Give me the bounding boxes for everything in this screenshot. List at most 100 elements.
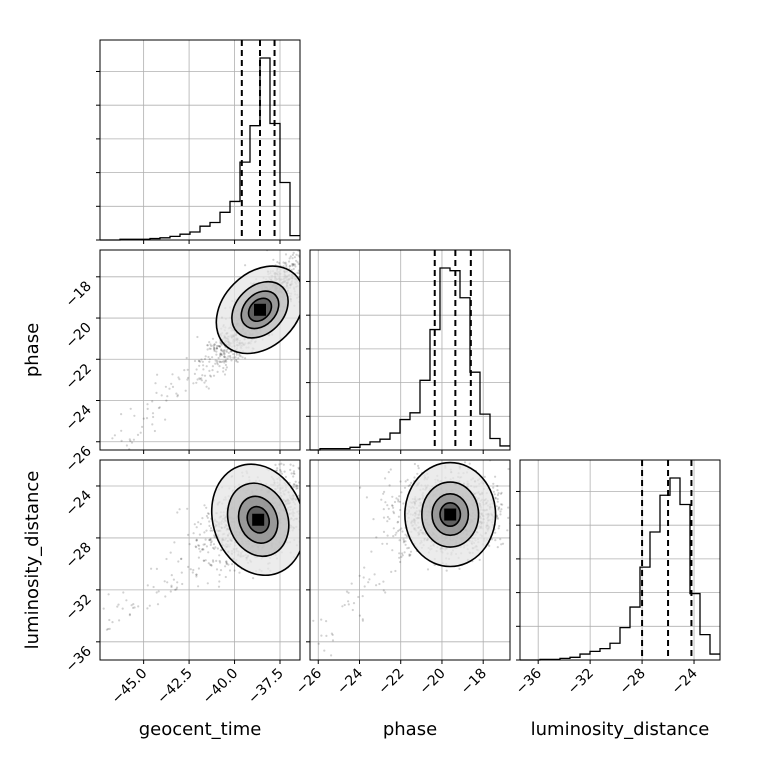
scatter-point — [357, 595, 360, 599]
scatter-point — [218, 353, 222, 356]
scatter-point — [403, 551, 406, 554]
scatter-point — [338, 490, 340, 492]
scatter-point — [492, 482, 495, 485]
scatter-point — [293, 472, 296, 475]
scatter-point — [306, 275, 308, 277]
x-tick-label: −22 — [375, 666, 407, 698]
scatter-point — [170, 585, 173, 589]
scatter-point — [141, 425, 144, 428]
scatter-point — [497, 508, 500, 511]
scatter-point — [391, 504, 394, 507]
scatter-point — [198, 544, 201, 547]
scatter-point — [323, 507, 325, 509]
scatter-point — [397, 520, 400, 523]
scatter-point — [323, 649, 326, 652]
scatter-point — [325, 482, 327, 484]
scatter-point — [208, 360, 211, 363]
scatter-point — [305, 455, 307, 457]
scatter-point — [220, 343, 223, 346]
scatter-point — [191, 571, 194, 574]
scatter-point — [305, 476, 307, 478]
scatter-point — [375, 536, 378, 539]
scatter-point — [320, 618, 323, 621]
scatter-point — [301, 475, 303, 477]
scatter-point — [219, 341, 222, 344]
scatter-point — [381, 542, 384, 545]
scatter-point — [302, 502, 304, 504]
scatter-point — [496, 546, 499, 549]
scatter-point — [304, 276, 306, 278]
scatter-point — [111, 437, 114, 440]
scatter-point — [217, 356, 220, 360]
scatter-point — [233, 569, 236, 572]
scatter-point — [216, 360, 219, 363]
scatter-point — [155, 591, 158, 594]
scatter-point — [397, 515, 400, 518]
scatter-point — [303, 521, 305, 523]
scatter-point — [132, 603, 135, 606]
scatter-point — [289, 255, 292, 258]
scatter-point — [220, 349, 223, 352]
contour-line — [215, 265, 300, 355]
scatter-point — [347, 603, 350, 606]
scatter-point — [199, 522, 202, 526]
scatter-point — [312, 259, 314, 261]
scatter-point — [215, 347, 218, 350]
scatter-point — [291, 253, 294, 256]
scatter-point — [311, 480, 313, 482]
contour-line — [431, 492, 470, 537]
scatter-point — [177, 560, 180, 563]
scatter-point — [493, 493, 496, 496]
scatter-point — [225, 562, 228, 566]
scatter-point — [413, 476, 416, 479]
scatter-point — [531, 520, 533, 522]
hist-bar — [490, 438, 500, 450]
hist-bar — [620, 628, 630, 660]
scatter-point — [300, 245, 302, 247]
scatter-point — [312, 477, 314, 479]
scatter-point — [164, 385, 167, 388]
hist-step-line — [100, 57, 300, 241]
panel-border — [99, 249, 301, 451]
hist-bar — [200, 226, 210, 240]
scatter-point — [120, 429, 123, 432]
scatter-point — [330, 501, 332, 503]
scatter-point — [386, 520, 389, 523]
scatter-point — [146, 584, 149, 587]
scatter-point — [388, 484, 391, 487]
scatter-point — [200, 377, 203, 380]
scatter-point — [199, 378, 202, 381]
scatter-point — [303, 514, 305, 516]
scatter-point — [492, 486, 495, 489]
scatter-point — [305, 628, 307, 630]
scatter-point — [214, 546, 217, 549]
x-tick-label: −40.0 — [200, 666, 242, 708]
hist-bar — [400, 420, 410, 450]
x-tick-label: −37.5 — [245, 666, 287, 708]
scatter-point — [155, 567, 158, 571]
scatter-point — [297, 254, 300, 257]
scatter-point — [295, 487, 298, 490]
scatter-point — [222, 360, 225, 363]
scatter-point — [120, 439, 123, 442]
scatter-point — [372, 518, 375, 521]
scatter-point — [222, 370, 225, 373]
scatter-point — [322, 495, 324, 497]
scatter-point — [513, 489, 515, 491]
scatter-point — [331, 633, 334, 637]
scatter-point — [305, 532, 307, 534]
scatter-point — [202, 368, 205, 371]
scatter-point — [225, 560, 228, 564]
scatter-point — [198, 364, 201, 367]
scatter-point — [406, 478, 409, 481]
scatter-point — [288, 257, 291, 260]
x-axis-label-geocent_time: geocent_time — [139, 719, 262, 740]
scatter-point — [326, 246, 328, 248]
scatter-point — [278, 463, 281, 466]
scatter-point — [499, 492, 503, 495]
scatter-point — [204, 559, 207, 562]
scatter-point — [334, 505, 336, 507]
hist-bar — [700, 635, 710, 660]
scatter-point — [292, 263, 295, 266]
x-tick-label: −18 — [458, 666, 490, 698]
